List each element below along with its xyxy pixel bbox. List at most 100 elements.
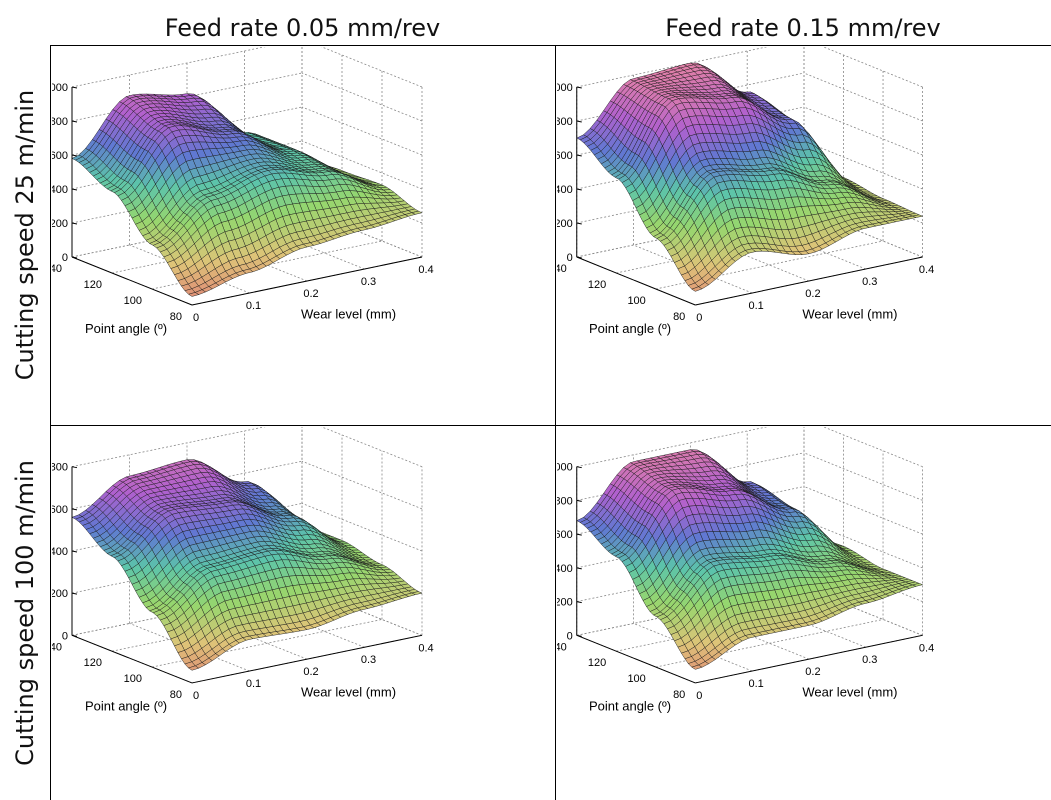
column-header-feed-0-15: Feed rate 0.15 mm/rev: [665, 14, 941, 42]
z-tick-label: 1000: [557, 82, 573, 94]
z-tick: [71, 550, 78, 553]
grid-line: [301, 106, 423, 156]
y-tick-label: 140: [52, 641, 62, 653]
column-header-feed-0-05: Feed rate 0.05 mm/rev: [164, 14, 441, 42]
x-axis-label: Wear level (mm): [301, 684, 396, 699]
z-tick-label: 600: [52, 504, 68, 516]
grid-line: [151, 619, 383, 668]
z-tick-label: 800: [52, 462, 68, 474]
x-tick-label: 0.3: [361, 276, 376, 288]
grid-line: [576, 427, 769, 468]
z-tick: [576, 533, 582, 536]
chart-panel-v100-f005: 02004006008008010012014000.10.20.30.4Thr…: [52, 427, 562, 799]
y-axis-line: [576, 256, 696, 306]
z-tick: [71, 222, 78, 225]
y-axis-line: [576, 634, 696, 684]
grid-line: [301, 587, 423, 636]
grid-line: [690, 232, 810, 282]
y-tick-label: 120: [84, 657, 102, 669]
y-tick-label: 100: [627, 673, 645, 685]
z-tick: [576, 154, 582, 157]
grid-line: [71, 427, 266, 468]
surface-patch: [691, 664, 703, 670]
grid-line: [803, 452, 923, 501]
row-header-speed-100: Cutting speed 100 m/min: [0, 425, 50, 800]
y-tick-label: 100: [627, 295, 645, 307]
z-tick-label: 0: [62, 630, 68, 642]
y-tick-label: 80: [673, 689, 685, 701]
z-tick-label: 800: [557, 116, 573, 128]
z-tick-label: 0: [567, 252, 573, 264]
y-axis-line: [71, 256, 193, 306]
y-tick-label: 120: [588, 657, 606, 669]
x-axis-label: Wear level (mm): [301, 307, 396, 322]
surface-plot-v25-f005: 020040060080010008010012014000.10.20.30.…: [52, 47, 434, 336]
x-tick-label: 0.1: [748, 678, 763, 690]
z-tick: [576, 634, 582, 637]
x-tick-label: 0: [193, 690, 199, 702]
z-tick: [71, 592, 78, 595]
plot-area: 020040060080010008010012014000.10.20.30.…: [557, 47, 934, 336]
z-tick: [576, 499, 582, 502]
surface-mesh: [71, 459, 423, 671]
z-tick: [576, 466, 582, 469]
row-header-speed-25-label: Cutting speed 25 m/min: [11, 89, 39, 381]
z-tick-label: 0: [62, 252, 68, 264]
chart-panel-v100-f015: 020040060080010008010012014000.10.20.30.…: [557, 427, 1051, 799]
y-tick-label: 140: [52, 263, 62, 275]
grid-line: [803, 106, 923, 156]
grid-line: [71, 47, 266, 88]
x-axis-line: [191, 256, 423, 306]
grid-line: [633, 244, 753, 294]
surface-plot-v100-f005: 02004006008008010012014000.10.20.30.4Thr…: [52, 427, 434, 714]
x-tick-label: 0: [696, 312, 702, 324]
grid-line: [320, 427, 423, 468]
z-tick-label: 200: [52, 218, 68, 230]
grid-line: [747, 599, 866, 648]
z-tick: [71, 508, 78, 511]
surface-plot-v100-f015: 020040060080010008010012014000.10.20.30.…: [557, 427, 934, 714]
x-tick-label: 0.4: [418, 264, 433, 276]
z-tick-label: 800: [557, 495, 573, 507]
grid-line: [747, 220, 866, 270]
surface-mesh: [576, 62, 924, 292]
x-axis-label: Wear level (mm): [802, 307, 897, 322]
x-tick-label: 0.4: [919, 264, 934, 276]
grid-line: [803, 72, 923, 122]
grid-line: [301, 72, 423, 122]
y-tick-label: 120: [84, 279, 102, 291]
y-tick-label: 120: [588, 279, 606, 291]
z-tick: [576, 188, 582, 191]
y-axis-label: Point angle (º): [589, 699, 671, 714]
surface-mesh: [71, 93, 423, 297]
table-border-center: [555, 45, 556, 800]
grid-line: [655, 240, 884, 290]
z-tick: [576, 256, 582, 259]
y-tick-label: 80: [170, 311, 182, 323]
y-axis-line: [71, 634, 193, 684]
plot-area: 020040060080010008010012014000.10.20.30.…: [52, 47, 434, 336]
surface-patch: [187, 665, 200, 671]
x-tick-label: 0: [696, 690, 702, 702]
x-tick-label: 0: [193, 312, 199, 324]
x-tick-label: 0.3: [361, 654, 376, 666]
grid-line: [655, 619, 884, 668]
grid-line: [301, 503, 423, 552]
grid-line: [690, 611, 810, 660]
surface-mesh: [576, 449, 924, 670]
row-header-speed-25: Cutting speed 25 m/min: [0, 45, 50, 425]
x-axis-line: [191, 634, 423, 684]
z-tick-label: 0: [567, 630, 573, 642]
grid-line: [301, 460, 423, 510]
z-tick: [576, 120, 582, 123]
row-header-speed-100-label: Cutting speed 100 m/min: [11, 459, 39, 766]
grid-line: [320, 47, 423, 88]
z-tick: [576, 567, 582, 570]
grid-line: [301, 208, 423, 258]
x-tick-label: 0.2: [303, 288, 318, 300]
z-tick-label: 400: [52, 546, 68, 558]
surface-patch: [691, 286, 703, 292]
z-tick: [71, 188, 78, 191]
x-tick-label: 0.2: [805, 666, 820, 678]
